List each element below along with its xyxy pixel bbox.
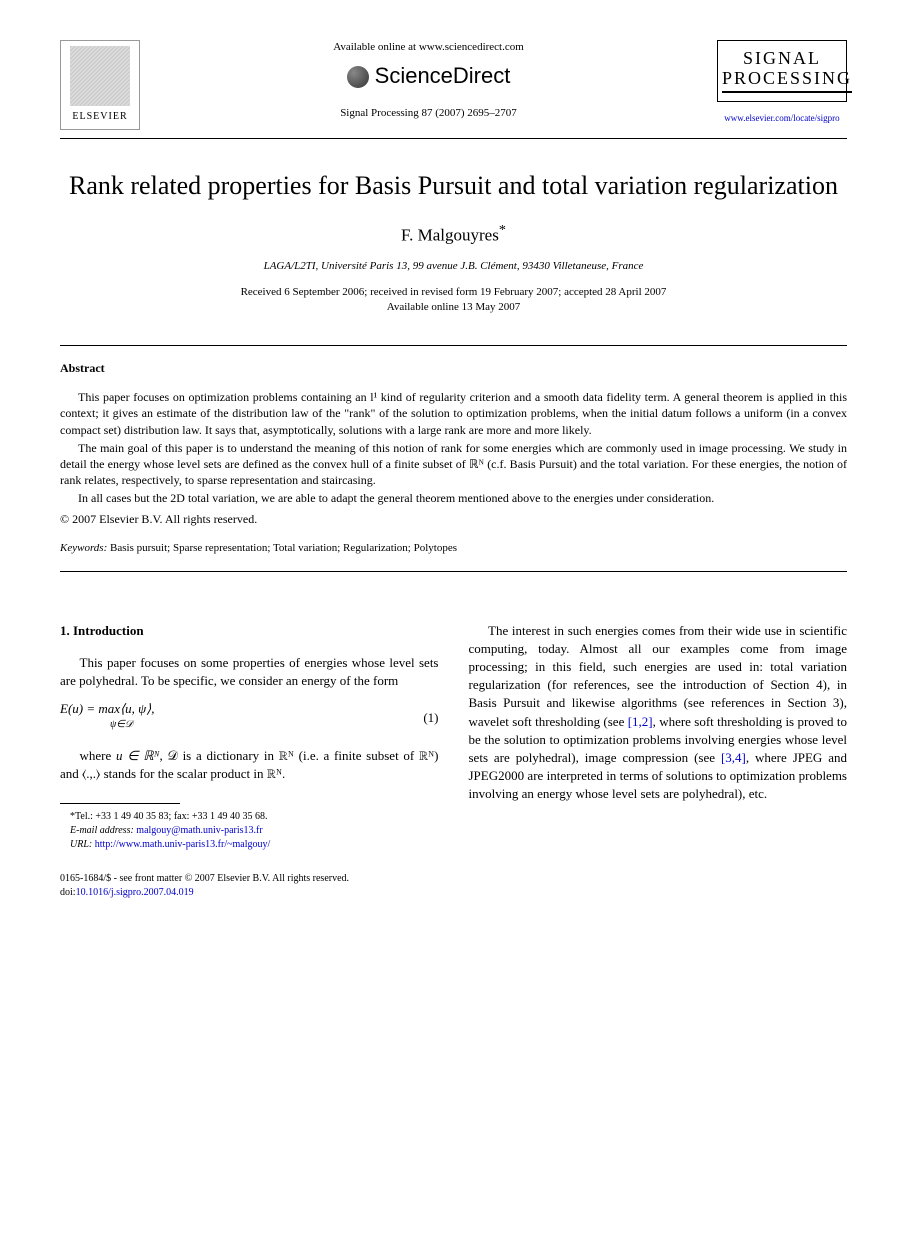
available-online-text: Available online at www.sciencedirect.co…: [160, 40, 697, 55]
keywords-line: Keywords: Basis pursuit; Sparse represen…: [60, 541, 847, 556]
copyright: © 2007 Elsevier B.V. All rights reserved…: [60, 511, 847, 528]
body-columns: 1. Introduction This paper focuses on so…: [60, 622, 847, 852]
footnote-url-link[interactable]: http://www.math.univ-paris13.fr/~malgouy…: [95, 839, 271, 850]
equation-1-number: (1): [423, 709, 438, 727]
keywords-text: Basis pursuit; Sparse representation; To…: [110, 542, 457, 554]
footnote-rule: [60, 803, 180, 804]
journal-reference: Signal Processing 87 (2007) 2695–2707: [160, 106, 697, 121]
column-left: 1. Introduction This paper focuses on so…: [60, 622, 439, 852]
dates: Received 6 September 2006; received in r…: [60, 285, 847, 316]
bottom-info: 0165-1684/$ - see front matter © 2007 El…: [60, 872, 847, 900]
section-1-heading: 1. Introduction: [60, 622, 439, 640]
section-1-p2: where u ∈ ℝᴺ, 𝒟 is a dictionary in ℝᴺ (i…: [60, 747, 439, 783]
header: ELSEVIER Available online at www.science…: [60, 40, 847, 130]
affiliation: LAGA/L2TI, Université Paris 13, 99 avenu…: [60, 259, 847, 274]
equation-1: E(u) = max⟨u, ψ⟩, ψ∈𝒟 (1): [60, 700, 439, 736]
doi-link[interactable]: 10.1016/j.sigpro.2007.04.019: [76, 887, 194, 898]
footnote-block: *Tel.: +33 1 49 40 35 83; fax: +33 1 49 …: [60, 810, 439, 852]
col2-p1: The interest in such energies comes from…: [469, 622, 848, 804]
doi-line: doi:10.1016/j.sigpro.2007.04.019: [60, 886, 847, 900]
issn-line: 0165-1684/$ - see front matter © 2007 El…: [60, 872, 847, 886]
equation-1-body: E(u) = max⟨u, ψ⟩, ψ∈𝒟: [60, 700, 155, 736]
abstract-bottom-rule: [60, 571, 847, 572]
sciencedirect-brand: ScienceDirect: [160, 61, 697, 92]
keywords-label: Keywords:: [60, 542, 107, 554]
journal-name-box: SIGNAL PROCESSING: [717, 40, 847, 102]
footnote-tel: *Tel.: +33 1 49 40 35 83; fax: +33 1 49 …: [60, 810, 439, 824]
footnote-email-link[interactable]: malgouy@math.univ-paris13.fr: [136, 825, 262, 836]
sciencedirect-icon: [347, 66, 369, 88]
journal-name-line1: SIGNAL: [722, 49, 842, 69]
abstract-p3: In all cases but the 2D total variation,…: [60, 490, 847, 506]
ref-link-3-4[interactable]: [3,4]: [721, 750, 746, 765]
elsevier-name: ELSEVIER: [72, 110, 127, 124]
footnote-url-line: URL: http://www.math.univ-paris13.fr/~ma…: [60, 838, 439, 852]
author-name: F. Malgouyres: [401, 225, 499, 244]
elsevier-logo: ELSEVIER: [60, 40, 140, 130]
sciencedirect-label: ScienceDirect: [375, 61, 511, 92]
journal-url-link[interactable]: www.elsevier.com/locate/sigpro: [724, 113, 839, 123]
footnote-url-label: URL:: [70, 839, 92, 850]
dates-online: Available online 13 May 2007: [60, 300, 847, 315]
header-rule: [60, 138, 847, 139]
abstract-top-rule: [60, 345, 847, 346]
dates-received: Received 6 September 2006; received in r…: [60, 285, 847, 300]
journal-logo: SIGNAL PROCESSING www.elsevier.com/locat…: [717, 40, 847, 126]
author-marker: *: [499, 222, 506, 238]
paper-title: Rank related properties for Basis Pursui…: [60, 169, 847, 203]
journal-name-line2: PROCESSING: [722, 69, 852, 93]
elsevier-tree-icon: [70, 46, 130, 106]
abstract-p2: The main goal of this paper is to unders…: [60, 440, 847, 489]
section-1-p1: This paper focuses on some properties of…: [60, 654, 439, 690]
abstract-p1: This paper focuses on optimization probl…: [60, 389, 847, 438]
footnote-email-line: E-mail address: malgouy@math.univ-paris1…: [60, 824, 439, 838]
footnote-email-label: E-mail address:: [70, 825, 134, 836]
center-header: Available online at www.sciencedirect.co…: [140, 40, 717, 122]
abstract-label: Abstract: [60, 360, 847, 377]
abstract-body: This paper focuses on optimization probl…: [60, 389, 847, 506]
ref-link-1-2[interactable]: [1,2]: [628, 714, 653, 729]
author-line: F. Malgouyres*: [60, 221, 847, 247]
doi-label: doi:: [60, 887, 76, 898]
column-right: The interest in such energies comes from…: [469, 622, 848, 852]
